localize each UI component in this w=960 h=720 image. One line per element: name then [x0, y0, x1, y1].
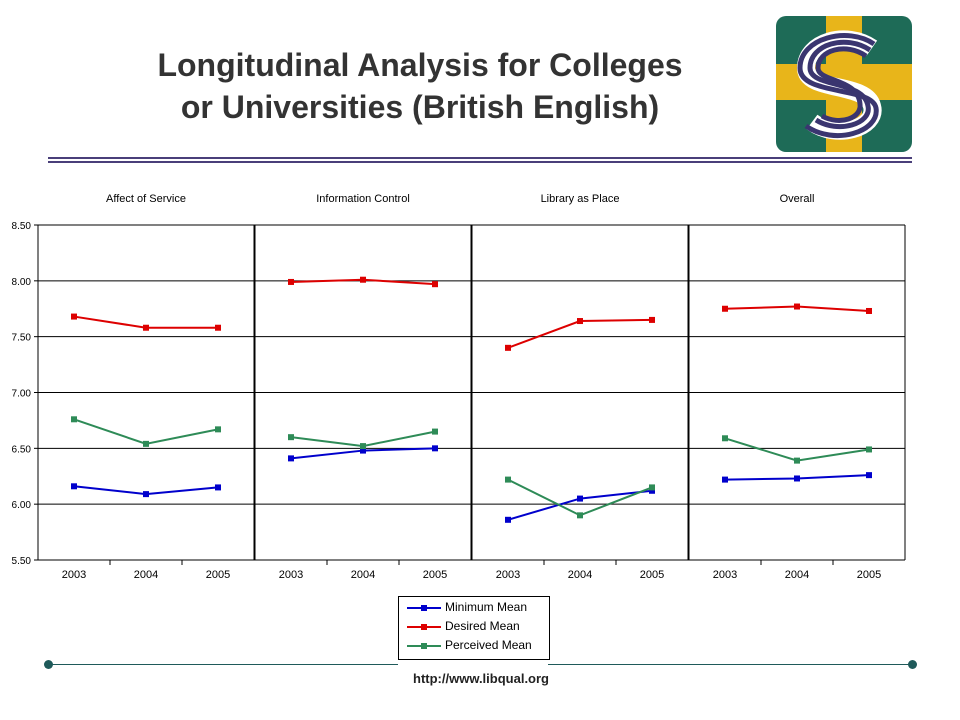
x-tick-label: 2003: [279, 569, 303, 581]
header-rule-1: [48, 157, 912, 159]
legend-item-desired: Desired Mean: [407, 618, 547, 636]
page-title: Longitudinal Analysis for Colleges or Un…: [60, 44, 780, 128]
legend-label-perceived: Perceived Mean: [445, 638, 532, 652]
libqual-logo: [776, 16, 912, 152]
data-point: [649, 316, 655, 323]
data-point: [866, 472, 872, 479]
data-point: [722, 305, 728, 312]
footer-line-left: [48, 664, 398, 665]
data-point: [866, 446, 872, 453]
header-rule-2: [48, 161, 912, 163]
x-tick-label: 2005: [640, 569, 664, 581]
footer-dot-left: [44, 660, 53, 669]
data-point: [215, 484, 221, 491]
data-point: [143, 440, 149, 447]
title-line-2: or Universities (British English): [180, 89, 660, 125]
x-tick-label: 2004: [785, 569, 809, 581]
data-point: [360, 447, 366, 454]
data-point: [215, 426, 221, 433]
x-tick-label: 2004: [568, 569, 592, 581]
footer-dot-right: [908, 660, 917, 669]
y-tick-label: 7.00: [12, 389, 32, 400]
y-tick-label: 6.50: [12, 444, 32, 455]
series-line-perceived-mean: [73, 418, 219, 445]
data-point: [288, 278, 294, 285]
data-point: [794, 457, 800, 464]
data-point: [505, 344, 511, 351]
data-point: [360, 276, 366, 283]
data-point: [794, 475, 800, 482]
data-point: [722, 435, 728, 442]
longitudinal-chart: 8.50 8.00 7.50 7.00 6.50 6.00 5.50 Affect of Se…: [12, 193, 906, 581]
data-point: [866, 307, 872, 314]
y-tick-label: 5.50: [12, 556, 32, 567]
panel-title: Overall: [780, 193, 815, 205]
x-tick-label: 2003: [62, 569, 86, 581]
data-point: [794, 303, 800, 310]
x-tick-label: 2003: [713, 569, 737, 581]
data-point: [71, 416, 77, 423]
legend-swatch-minimum: [407, 605, 441, 611]
legend-label-minimum: Minimum Mean: [445, 600, 528, 614]
panel-title: Library as Place: [541, 193, 620, 205]
x-tick-label: 2005: [206, 569, 230, 581]
data-point: [649, 484, 655, 491]
data-point: [432, 281, 438, 288]
footer-line-right: [548, 664, 912, 665]
legend-item-minimum: Minimum Mean: [407, 599, 547, 617]
data-point: [143, 491, 149, 498]
y-tick-label: 8.50: [12, 221, 32, 232]
panel-title: Information Control: [316, 193, 410, 205]
series-line-desired-mean: [507, 318, 653, 349]
data-point: [649, 487, 655, 494]
data-point: [577, 512, 583, 519]
x-tick-label: 2005: [857, 569, 881, 581]
y-tick-label: 6.00: [12, 500, 32, 511]
data-point: [288, 455, 294, 462]
data-point: [71, 313, 77, 320]
data-point: [432, 428, 438, 435]
data-point: [288, 434, 294, 441]
legend-item-perceived: Perceived Mean: [407, 637, 547, 655]
legend-label-desired: Desired Mean: [445, 619, 520, 633]
y-tick-label: 8.00: [12, 277, 32, 288]
data-point: [722, 476, 728, 483]
chart-legend: Minimum Mean Desired Mean Perceived Mean: [398, 596, 550, 660]
legend-swatch-perceived: [407, 643, 441, 649]
x-tick-label: 2003: [496, 569, 520, 581]
data-point: [505, 476, 511, 483]
title-line-1: Longitudinal Analysis for Colleges: [157, 47, 683, 83]
x-tick-label: 2005: [423, 569, 447, 581]
data-point: [505, 516, 511, 523]
data-point: [215, 324, 221, 331]
data-point: [360, 443, 366, 450]
data-point: [432, 445, 438, 452]
x-tick-label: 2004: [134, 569, 158, 581]
data-point: [143, 324, 149, 331]
legend-swatch-desired: [407, 624, 441, 630]
x-tick-label: 2004: [351, 569, 375, 581]
data-point: [71, 483, 77, 490]
footer-url: http://www.libqual.org: [413, 671, 549, 686]
series-line-perceived-mean: [724, 437, 870, 462]
panel-title: Affect of Service: [106, 193, 186, 205]
y-tick-label: 7.50: [12, 333, 32, 344]
data-point: [577, 495, 583, 502]
data-point: [577, 318, 583, 325]
